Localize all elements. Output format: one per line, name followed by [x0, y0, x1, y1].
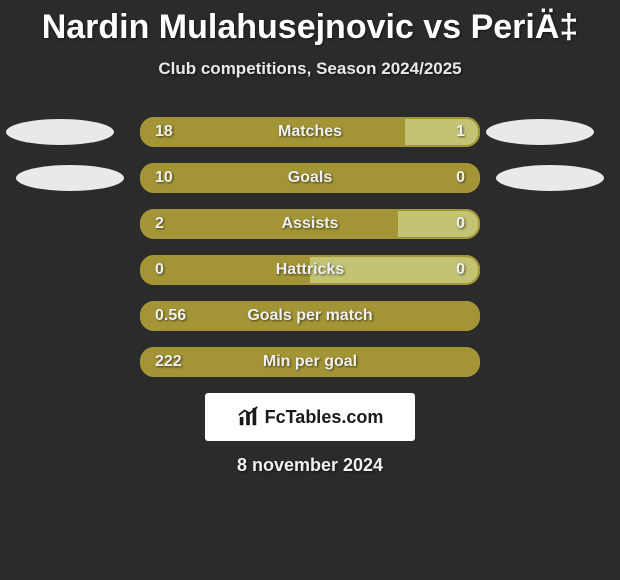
chart-icon	[237, 406, 259, 428]
stat-label: Goals	[140, 169, 480, 187]
ellipse-left	[6, 119, 114, 145]
stats-area: 181Matches 100Goals 20Assists 00Hattricks 0.…	[0, 117, 620, 377]
stat-row: 181Matches	[0, 117, 620, 147]
stat-row: 222Min per goal	[0, 347, 620, 377]
stat-label: Hattricks	[140, 261, 480, 279]
ellipse-right	[496, 165, 604, 191]
stat-label: Assists	[140, 215, 480, 233]
stat-row: 00Hattricks	[0, 255, 620, 285]
logo-text: FcTables.com	[265, 407, 384, 428]
date-text: 8 november 2024	[0, 455, 620, 476]
page-title: Nardin Mulahusejnovic vs PeriÄ‡	[0, 0, 620, 47]
logo-box: FcTables.com	[205, 393, 415, 441]
subtitle: Club competitions, Season 2024/2025	[0, 59, 620, 79]
stat-row: 0.56Goals per match	[0, 301, 620, 331]
stat-label: Min per goal	[140, 353, 480, 371]
stat-label: Goals per match	[140, 307, 480, 325]
stat-label: Matches	[140, 123, 480, 141]
stat-row: 20Assists	[0, 209, 620, 239]
ellipse-left	[16, 165, 124, 191]
comparison-infographic: Nardin Mulahusejnovic vs PeriÄ‡ Club com…	[0, 0, 620, 580]
ellipse-right	[486, 119, 594, 145]
stat-row: 100Goals	[0, 163, 620, 193]
